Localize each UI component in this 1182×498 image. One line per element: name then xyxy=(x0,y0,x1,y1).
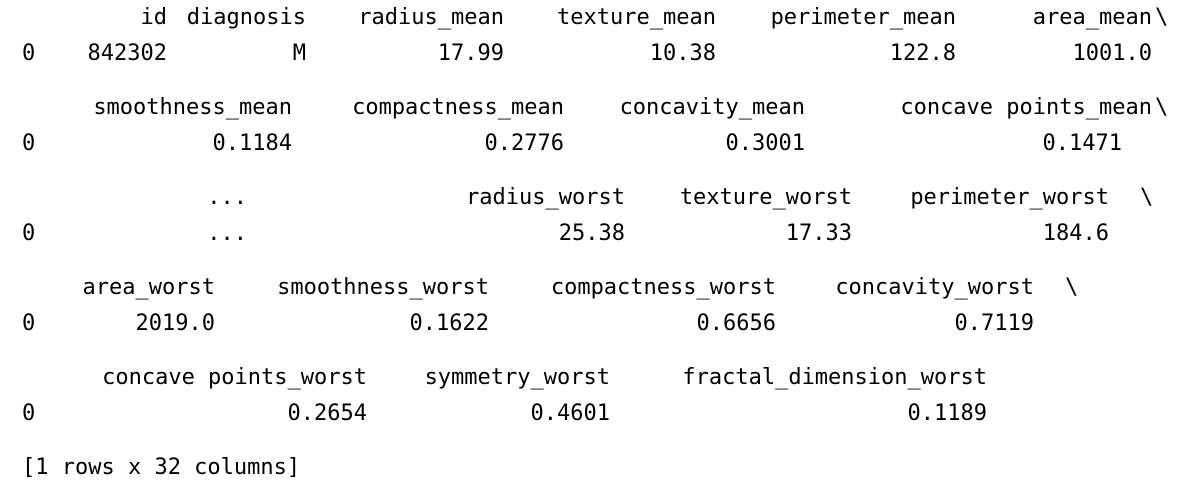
column-header: concavity_worst xyxy=(835,275,1034,300)
output-block-2: smoothness_mean compactness_mean concavi… xyxy=(0,90,1182,162)
row-index: 0 xyxy=(22,41,36,66)
value-line: 0 2019.0 0.1622 0.6656 0.7119 xyxy=(0,306,1182,342)
continuation-marker: \ xyxy=(1155,95,1169,120)
value-line: 0 0.1184 0.2776 0.3001 0.1471 xyxy=(0,126,1182,162)
cell-value: 0.4601 xyxy=(530,401,610,426)
cell-value: 0.7119 xyxy=(954,311,1034,336)
header-line: concave points_worst symmetry_worst frac… xyxy=(0,360,1182,396)
column-header: perimeter_worst xyxy=(910,185,1109,210)
column-header: compactness_worst xyxy=(550,275,776,300)
column-header: texture_worst xyxy=(679,185,852,210)
header-line: ... radius_worst texture_worst perimeter… xyxy=(0,180,1182,216)
cell-value: 842302 xyxy=(87,41,167,66)
cell-value: 17.33 xyxy=(785,221,852,246)
column-header: concave points_mean xyxy=(900,95,1152,120)
value-line: 0 0.2654 0.4601 0.1189 xyxy=(0,396,1182,432)
cell-value: 2019.0 xyxy=(135,311,215,336)
header-line: area_worst smoothness_worst compactness_… xyxy=(0,270,1182,306)
cell-value: 122.8 xyxy=(889,41,956,66)
continuation-marker: \ xyxy=(1140,185,1154,210)
column-header: diagnosis xyxy=(186,5,306,30)
cell-value: 184.6 xyxy=(1042,221,1109,246)
cell-value: 0.3001 xyxy=(725,131,805,156)
row-index: 0 xyxy=(22,131,36,156)
cell-value: ... xyxy=(207,221,247,246)
cell-value: 0.1184 xyxy=(212,131,292,156)
value-line: 0 842302 M 17.99 10.38 122.8 1001.0 xyxy=(0,36,1182,72)
cell-value: 0.1189 xyxy=(907,401,987,426)
column-header: texture_mean xyxy=(557,5,716,30)
output-block-1: id diagnosis radius_mean texture_mean pe… xyxy=(0,0,1182,72)
column-header: radius_worst xyxy=(466,185,625,210)
continuation-marker: \ xyxy=(1065,275,1079,300)
column-header: concavity_mean xyxy=(619,95,805,120)
cell-value: M xyxy=(292,41,306,66)
column-header: smoothness_mean xyxy=(93,95,292,120)
column-header: radius_mean xyxy=(358,5,504,30)
header-line: id diagnosis radius_mean texture_mean pe… xyxy=(0,0,1182,36)
row-index: 0 xyxy=(22,311,36,336)
output-block-3: ... radius_worst texture_worst perimeter… xyxy=(0,180,1182,252)
cell-value: 1001.0 xyxy=(1072,41,1152,66)
output-block-5: concave points_worst symmetry_worst frac… xyxy=(0,360,1182,432)
column-header: id xyxy=(140,5,168,30)
header-line: smoothness_mean compactness_mean concavi… xyxy=(0,90,1182,126)
cell-value: 0.1471 xyxy=(1042,131,1122,156)
column-header: fractal_dimension_worst xyxy=(682,365,987,390)
continuation-marker: \ xyxy=(1155,5,1169,30)
column-header: symmetry_worst xyxy=(424,365,610,390)
column-header: area_mean xyxy=(1032,5,1152,30)
row-index: 0 xyxy=(22,221,36,246)
column-header: area_worst xyxy=(82,275,215,300)
cell-value: 10.38 xyxy=(649,41,716,66)
cell-value: 0.1622 xyxy=(409,311,489,336)
column-header: perimeter_mean xyxy=(770,5,956,30)
cell-value: 0.2654 xyxy=(287,401,367,426)
column-header: compactness_mean xyxy=(352,95,564,120)
cell-value: 0.6656 xyxy=(696,311,776,336)
cell-value: 17.99 xyxy=(437,41,504,66)
dataframe-summary: [1 rows x 32 columns] xyxy=(22,455,301,480)
row-index: 0 xyxy=(22,401,36,426)
output-block-4: area_worst smoothness_worst compactness_… xyxy=(0,270,1182,342)
cell-value: 0.2776 xyxy=(484,131,564,156)
value-line: 0 ... 25.38 17.33 184.6 xyxy=(0,216,1182,252)
column-header: ... xyxy=(207,185,247,210)
cell-value: 25.38 xyxy=(558,221,625,246)
column-header: smoothness_worst xyxy=(277,275,489,300)
column-header: concave points_worst xyxy=(102,365,367,390)
